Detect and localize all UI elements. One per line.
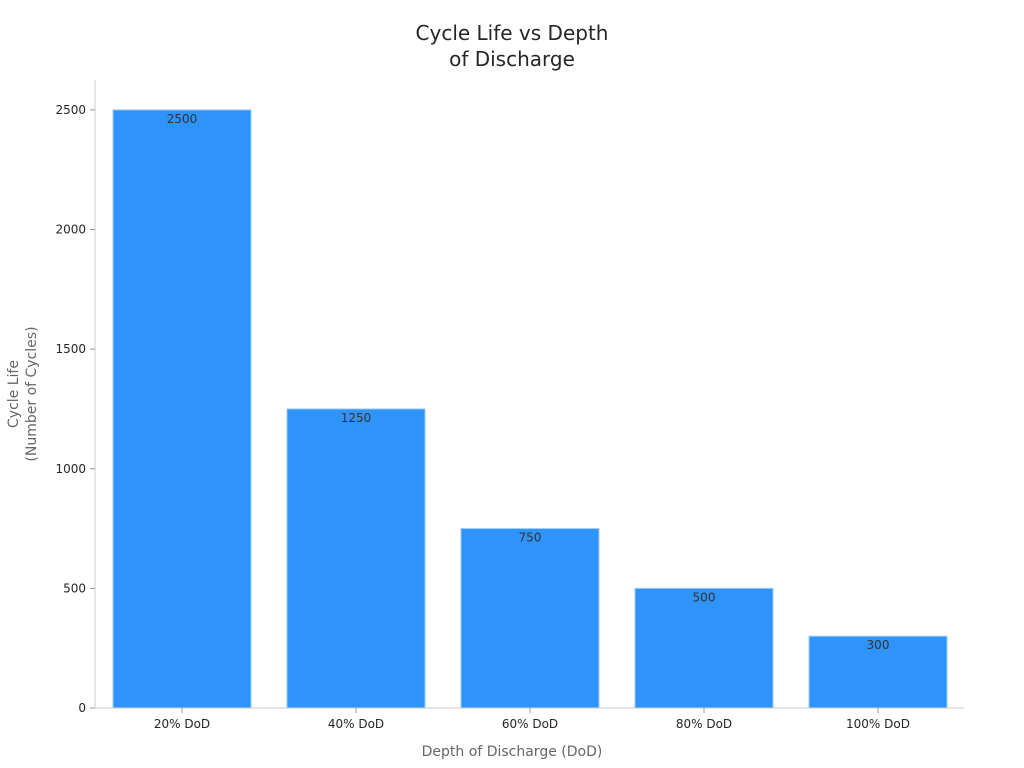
data-label-2: 1250 — [341, 411, 372, 425]
y-tick-label-2: 500 — [63, 581, 86, 595]
bar-2 — [286, 408, 426, 709]
x-tick-label-5: 100% DoD — [846, 717, 910, 731]
y-axis-label-line-1: Cycle Life — [6, 360, 22, 428]
x-tick-label-1: 20% DoD — [154, 717, 210, 731]
y-tick-label-5: 2000 — [55, 223, 86, 237]
x-tick-label-2: 40% DoD — [328, 717, 384, 731]
x-tick-label-4: 80% DoD — [676, 717, 732, 731]
data-label-4: 500 — [693, 590, 716, 604]
y-tick-label-3: 1000 — [55, 462, 86, 476]
data-labels-group: 2500 1250 750 500 300 — [167, 112, 890, 652]
bar-1 — [112, 109, 252, 709]
chart-title-line-1: Cycle Life vs Depth — [416, 21, 609, 45]
x-axis-label: Depth of Discharge (DoD) — [422, 744, 603, 760]
y-tick-label-6: 2500 — [55, 103, 86, 117]
data-label-3: 750 — [519, 531, 542, 545]
y-tick-label-1: 0 — [78, 701, 86, 715]
bar-5 — [808, 635, 948, 709]
data-label-5: 300 — [867, 638, 890, 652]
x-ticks-group: 20% DoD 40% DoD 60% DoD 80% DoD 100% DoD — [154, 708, 910, 731]
bars-group — [112, 109, 948, 709]
data-label-1: 2500 — [167, 112, 198, 126]
chart-title-line-2: of Discharge — [449, 47, 575, 71]
bar-3 — [460, 528, 600, 709]
y-axis-label: Cycle Life (Number of Cycles) — [6, 326, 40, 461]
x-tick-label-3: 60% DoD — [502, 717, 558, 731]
y-ticks-group: 0 500 1000 1500 2000 2500 — [55, 103, 95, 715]
y-tick-label-4: 1500 — [55, 342, 86, 356]
y-axis-label-line-2: (Number of Cycles) — [24, 326, 40, 461]
bar-4 — [634, 587, 774, 709]
